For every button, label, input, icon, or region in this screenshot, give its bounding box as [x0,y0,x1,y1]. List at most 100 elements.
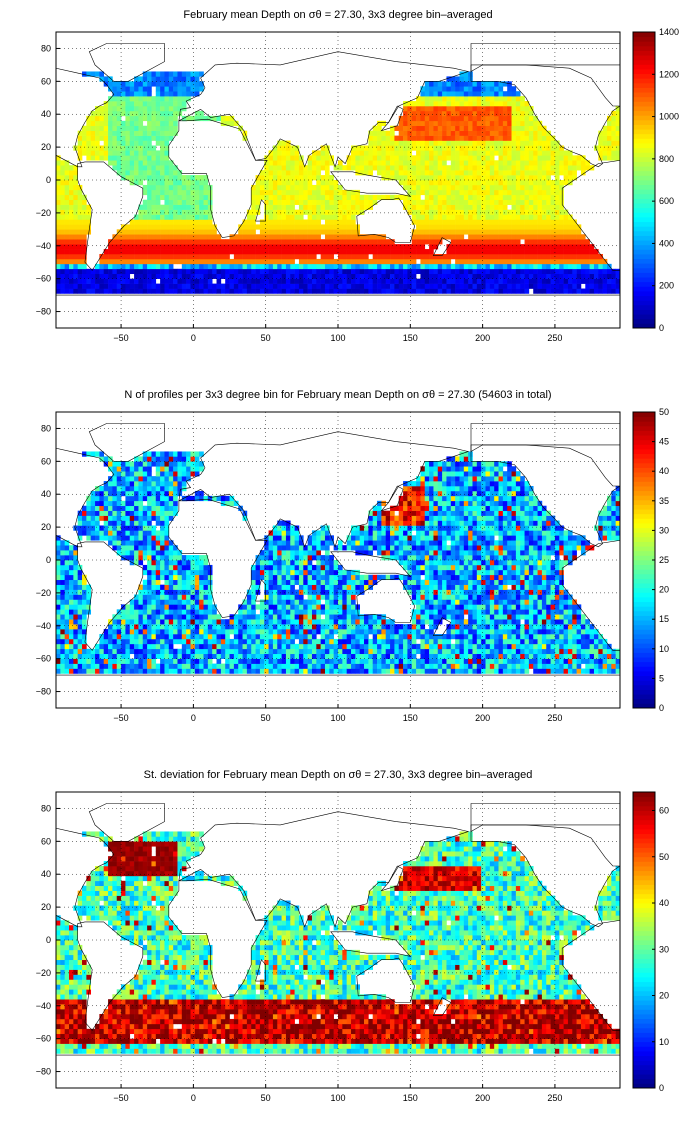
heatmap-cell [138,525,144,531]
heatmap-cell [429,81,434,87]
heatmap-cell [116,135,122,141]
heatmap-cell [537,283,543,289]
heatmap-cell [134,219,139,225]
heatmap-cell [567,273,573,279]
heatmap-cell [324,204,330,210]
heatmap-cell [177,653,183,659]
heatmap-cell [606,155,612,161]
heatmap-cell [442,273,447,279]
coastline [470,64,621,168]
heatmap-cell [455,244,460,250]
heatmap-cell [285,254,291,260]
heatmap-cell [181,643,187,650]
heatmap-cell [272,199,278,205]
heatmap-cell [472,160,478,166]
heatmap-cell [346,288,352,294]
heatmap-cell [73,189,78,196]
heatmap-cell [164,584,170,590]
heatmap-cell [112,619,118,625]
heatmap-cell [446,288,452,294]
heatmap-cell [138,110,144,117]
heatmap-cell [602,130,608,136]
heatmap-cell [507,135,512,141]
heatmap-cell [129,535,135,541]
heatmap-cell [125,110,131,117]
heatmap-cell [82,520,87,526]
heatmap-cell [60,180,65,186]
heatmap-cell [134,76,139,82]
heatmap-cell [528,254,534,260]
heatmap-cell [511,209,517,215]
heatmap-cell [207,229,213,235]
heatmap-cell [160,535,165,541]
heatmap-cell [99,258,105,265]
heatmap-cell [173,505,178,511]
heatmap-cell [64,273,70,279]
heatmap-cell [190,184,196,191]
heatmap-cell [416,214,421,220]
heatmap-cell [164,229,170,235]
colorbar-swatch [633,198,655,204]
heatmap-cell [190,589,196,595]
heatmap-cell [69,224,74,230]
heatmap-cell [186,239,191,245]
heatmap-cell [416,249,421,255]
heatmap-cell [407,180,413,186]
heatmap-cell [602,273,608,279]
heatmap-cell [416,125,421,131]
heatmap-cell [567,254,573,260]
heatmap-cell [416,189,421,196]
heatmap-cell [69,619,74,625]
heatmap-cell [108,520,113,526]
heatmap-cell [494,86,499,92]
heatmap-cell [351,283,356,289]
heatmap-cell [77,624,83,630]
heatmap-cell [381,288,387,294]
heatmap-cell [155,249,161,255]
heatmap-cell [134,120,139,127]
heatmap-cell [164,569,170,576]
heatmap-cell [155,110,161,117]
heatmap-cell [203,249,209,255]
heatmap-cell [394,263,400,270]
heatmap-cell [82,71,87,77]
heatmap-cell [251,263,256,270]
heatmap-cell [138,515,144,521]
heatmap-cell [589,273,595,279]
heatmap-cell [95,125,100,131]
heatmap-cell [160,160,165,166]
heatmap-cell [173,584,178,590]
heatmap-cell [307,209,313,215]
heatmap-cell [359,150,365,156]
heatmap-cell [155,560,161,566]
heatmap-cell [355,234,360,240]
heatmap-cell [316,184,321,191]
heatmap-cell [134,175,139,181]
heatmap-cell [103,530,109,536]
heatmap-cell [481,125,486,131]
heatmap-cell [338,199,343,205]
heatmap-cell [463,214,469,220]
heatmap-cell [294,249,300,255]
heatmap-cell [598,258,603,265]
heatmap-cell [528,219,534,225]
heatmap-cell [90,490,96,497]
heatmap-cell [142,214,148,220]
heatmap-cell [290,278,295,284]
heatmap-cell [420,120,426,127]
heatmap-cell [420,283,426,289]
heatmap-cell [541,263,547,270]
heatmap-cell [77,268,83,275]
heatmap-cell [73,658,78,664]
heatmap-cell [116,120,122,127]
heatmap-cell [554,258,560,265]
heatmap-cell [550,180,556,186]
heatmap-cell [168,184,174,191]
heatmap-cell [498,278,504,284]
heatmap-cell [429,249,434,255]
heatmap-cell [420,209,426,215]
heatmap-cell [125,653,131,659]
heatmap-cell [472,263,478,270]
heatmap-cell [181,263,187,270]
heatmap-cell [355,249,360,255]
